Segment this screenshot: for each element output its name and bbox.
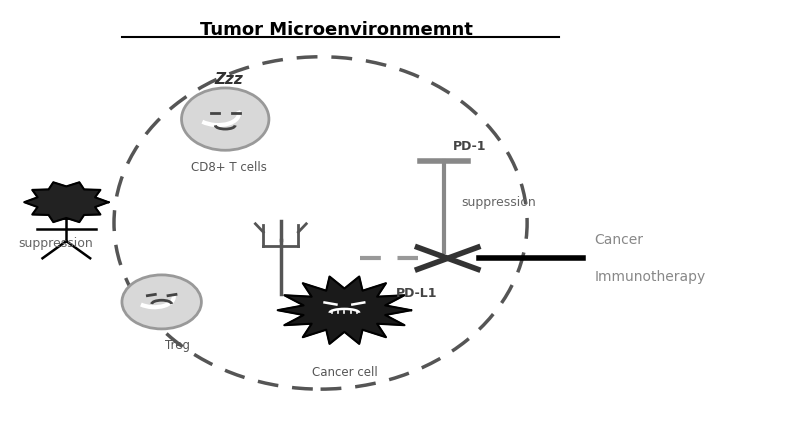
- Text: Cancer: Cancer: [594, 232, 644, 247]
- Ellipse shape: [122, 275, 202, 329]
- Polygon shape: [278, 277, 411, 344]
- Text: Treg: Treg: [165, 339, 190, 352]
- Text: Tumor Microenvironmemnt: Tumor Microenvironmemnt: [200, 21, 473, 40]
- Polygon shape: [24, 182, 109, 222]
- Ellipse shape: [182, 88, 269, 150]
- Text: Immunotherapy: Immunotherapy: [594, 270, 706, 284]
- Text: Cancer cell: Cancer cell: [311, 366, 378, 379]
- Text: suppression: suppression: [461, 196, 536, 209]
- Text: suppression: suppression: [18, 237, 94, 250]
- Text: PD-1: PD-1: [454, 140, 486, 152]
- Text: PD-L1: PD-L1: [396, 287, 438, 300]
- Text: Zzz: Zzz: [215, 72, 243, 87]
- Text: CD8+ T cells: CD8+ T cells: [191, 161, 267, 173]
